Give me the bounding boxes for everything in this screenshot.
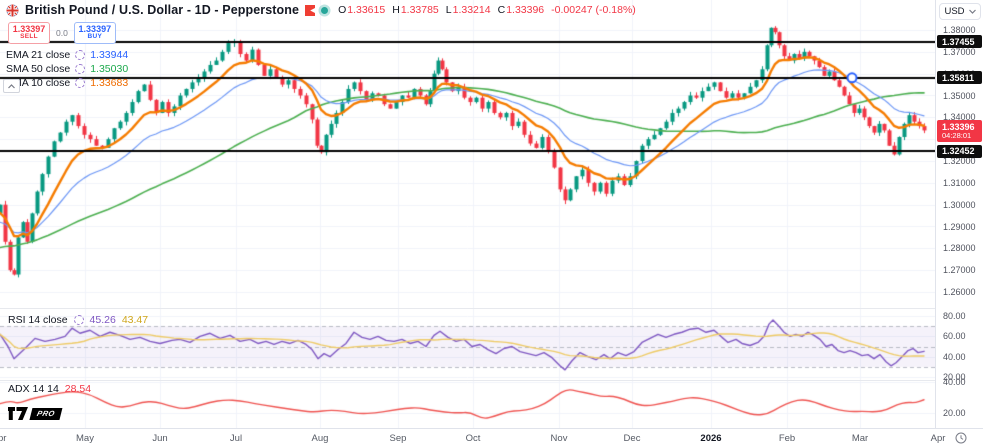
scale-tick-label: 40.00 [943,351,966,362]
time-axis-label: Mar [851,433,869,444]
timezone-clock-icon[interactable] [955,432,967,444]
time-axis-label: Aug [311,433,329,444]
time-axis-label: Nov [550,433,568,444]
adx-name: ADX 14 14 [8,383,59,395]
pro-badge: PRO [29,407,63,420]
ohlc-readout: O1.33615 H1.33785 L1.33214 C1.33396 -0.0… [338,4,636,16]
time-axis-label: Apr [0,433,7,444]
open-value: 1.33615 [347,4,386,16]
sell-button[interactable]: 1.33397 SELL [8,22,50,44]
rsi-ma-value: 43.47 [121,314,149,326]
scale-tick-label: 1.34000 [943,112,976,123]
level-price-label: 1.37455 [937,35,982,49]
time-axis-label: Sep [389,433,407,444]
scale-tick-label: 1.27000 [943,265,976,276]
last-price-value: 1.33396 [942,121,975,132]
scale-tick-label: 20.00 [943,408,966,418]
time-axis-label: Oct [465,433,481,444]
high-value: 1.33785 [400,4,439,16]
gbp-flag-icon [6,4,19,16]
scale-tick-label: 1.38000 [943,25,976,35]
price-scale[interactable]: USD 1.380001.370001.360001.350001.340001… [935,0,983,428]
legend-row-ema21[interactable]: EMA 21 close 1.33944 [6,48,636,62]
pane-separator[interactable] [0,380,983,381]
scale-tick-label: 1.26000 [943,287,976,297]
bar-countdown: 04:28:01 [942,130,972,140]
scale-tick-label: 60.00 [943,331,966,342]
level-price-label: 1.32452 [937,144,982,158]
last-price-label: 1.33396 04:28:01 [937,119,982,143]
close-value: 1.33396 [506,4,545,16]
indicator-value: 1.33944 [90,49,129,61]
time-axis-label: 2026 [700,433,722,444]
rsi-legend[interactable]: RSI 14 close 45.26 43.47 [8,314,148,326]
time-axis-label: Apr [930,433,946,444]
time-axis-label: Dec [623,433,641,444]
chevron-up-icon [8,83,15,88]
tradingview-glyph-icon [8,407,28,420]
collapse-legend-button[interactable] [3,79,20,93]
scale-tick-label: 20.00 [943,372,966,382]
time-axis-label: May [76,433,94,444]
low-value: 1.33214 [452,4,491,16]
legend-row-sma50[interactable]: SMA 50 close 1.35030 [6,62,636,76]
market-status-icon[interactable] [321,6,329,14]
change-value: -0.00247 (-0.18%) [551,4,636,16]
time-axis-label: Jun [152,433,168,444]
time-axis[interactable]: Apr May Jun Jul Aug Sep Oct Nov Dec 2026 Feb Mar Apr [0,428,983,446]
scale-tick-label: 1.29000 [943,221,976,232]
scale-tick-label: 1.35000 [943,90,976,101]
rsi-name: RSI 14 close [8,314,68,326]
time-axis-label: Feb [778,433,796,444]
scale-tick-label: 1.37000 [943,46,976,57]
scale-tick-label: 40.00 [943,377,966,387]
pane-separator[interactable] [0,308,983,309]
scale-tick-label: 1.30000 [943,199,976,210]
tradingview-logo[interactable]: PRO [8,407,63,420]
indicator-value: 1.35030 [90,63,129,75]
chart-header: British Pound / U.S. Dollar - 1D - Peppe… [3,3,636,93]
loading-spinner-icon [75,50,86,60]
buy-button[interactable]: 1.33397 BUY [73,22,116,44]
loading-spinner-icon [75,78,86,88]
indicator-value: 1.33683 [90,77,129,89]
indicator-legend: EMA 21 close 1.33944 SMA 50 close 1.3503… [6,48,636,90]
symbol-title[interactable]: British Pound / U.S. Dollar - 1D - Peppe… [25,3,300,17]
pepperstone-logo-icon [305,4,316,16]
adx-value: 28.54 [64,383,92,395]
scale-tick-label: 1.28000 [943,243,976,254]
adx-legend[interactable]: ADX 14 14 28.54 [8,383,91,395]
scale-tick-label: 1.31000 [943,177,976,188]
indicator-name: SMA 50 close [6,63,71,75]
indicator-name: EMA 10 close [6,77,71,89]
indicator-name: EMA 21 close [6,49,71,61]
loading-spinner-icon [73,315,84,325]
rsi-value: 45.26 [89,314,116,326]
loading-spinner-icon [75,64,86,74]
time-axis-label: Jul [229,433,243,444]
legend-row-ema10[interactable]: EMA 10 close 1.33683 [6,76,636,90]
scale-tick-label: 1.32000 [943,156,976,166]
currency-selector-button[interactable]: USD [939,3,981,20]
scale-tick-label: 80.00 [943,311,966,321]
level-price-label: 1.35811 [937,71,982,85]
chevron-down-icon [968,9,976,14]
spread-value: 0.0 [56,28,68,38]
